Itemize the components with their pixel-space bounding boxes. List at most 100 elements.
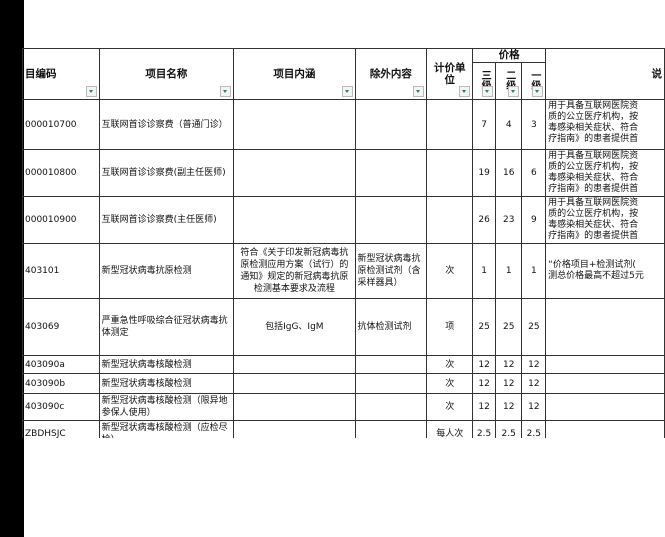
cell-content[interactable]: 符合《关于印发新冠病毒抗原检测应用方案（试行）的通知》规定的新冠病毒抗原检测基本… (233, 243, 356, 299)
table-row[interactable]: 403090c 新型冠状病毒核酸检测（限异地参保人使用）次 12 12 12 (22, 393, 665, 421)
header-explanation: 说 (545, 48, 665, 100)
cell-price-level-3[interactable]: 2.5 (472, 420, 496, 438)
cell-name[interactable]: 新型冠状病毒核酸检测（限异地参保人使用） (98, 393, 235, 421)
cell-price-level-3[interactable]: 12 (472, 373, 496, 394)
cell-unit[interactable] (426, 99, 474, 150)
cell-explanation[interactable]: 用于具备互联网医院资 质的公立医疗机构，按 毒感染相关症状、符合 疗指南》的患者提供首 (545, 99, 665, 150)
cell-explanation[interactable] (545, 355, 665, 374)
cell-price-level-1[interactable]: 6 (521, 149, 547, 197)
cell-code[interactable]: 000010700 (22, 99, 100, 150)
table-row[interactable]: 000010800 互联网首诊诊察费(副主任医师) 19 16 6 用于具备互联网医院资质… (22, 149, 665, 197)
table-row[interactable]: 403069 严重急性呼吸综合征冠状病毒抗体测定 包括IgG、IgM 抗体检测试剂项 2… (22, 298, 665, 356)
cell-content[interactable] (233, 99, 356, 150)
cell-price-level-1[interactable]: 1 (521, 243, 547, 299)
cell-price-level-1[interactable]: 12 (521, 393, 547, 421)
cell-content[interactable] (233, 373, 356, 394)
cell-unit[interactable]: 次 (426, 355, 474, 374)
cell-exclude[interactable] (354, 149, 428, 197)
filter-dropdown-icon[interactable] (481, 86, 493, 97)
cell-code[interactable]: 403090c (22, 393, 100, 421)
cell-explanation[interactable] (545, 373, 665, 394)
cell-price-level-2[interactable]: 12 (494, 373, 523, 394)
cell-exclude[interactable] (354, 196, 428, 244)
table-row[interactable]: 000010700 互联网首诊诊察费（普通门诊） 7 4 3 用于具备互联网医院资 质的公立… (22, 99, 665, 150)
cell-content[interactable] (233, 355, 356, 374)
cell-price-level-2[interactable]: 23 (494, 196, 523, 244)
table-row[interactable]: 403090a 新型冠状病毒核酸检测次 12 12 12 (22, 355, 665, 374)
cell-content[interactable] (233, 196, 356, 244)
cell-code[interactable]: 403090a (22, 355, 100, 374)
cell-name[interactable]: 新型冠状病毒抗原检测 (98, 243, 235, 299)
cell-price-level-1[interactable]: 12 (521, 355, 547, 374)
cell-code[interactable]: 000010800 (22, 149, 100, 197)
cell-name[interactable]: 严重急性呼吸综合征冠状病毒抗体测定 (98, 298, 235, 356)
cell-name[interactable]: 互联网首诊诊察费(副主任医师) (98, 149, 235, 197)
cell-unit[interactable]: 次 (426, 243, 474, 299)
cell-content[interactable] (233, 420, 356, 438)
cell-content[interactable]: 包括IgG、IgM (233, 298, 356, 356)
cell-price-level-1[interactable]: 12 (521, 373, 547, 394)
table-row[interactable]: 403090b 新型冠状病毒核酸检测次 12 12 12 (22, 373, 665, 394)
cell-exclude[interactable] (354, 393, 428, 421)
cell-price-level-3[interactable]: 12 (472, 355, 496, 374)
table-row[interactable]: 403101 新型冠状病毒抗原检测 符合《关于印发新冠病毒抗原检测应用方案（试行）的… (22, 243, 665, 299)
cell-exclude[interactable]: 抗体检测试剂 (354, 298, 428, 356)
cell-price-level-2[interactable]: 12 (494, 355, 523, 374)
cell-price-level-3[interactable]: 12 (472, 393, 496, 421)
cell-code[interactable]: 403090b (22, 373, 100, 394)
cell-code[interactable]: 403101 (22, 243, 100, 299)
cell-name[interactable]: 互联网首诊诊察费(主任医师) (98, 196, 235, 244)
cell-exclude[interactable] (354, 99, 428, 150)
cell-price-level-1[interactable]: 9 (521, 196, 547, 244)
cell-name[interactable]: 互联网首诊诊察费（普通门诊） (98, 99, 235, 150)
cell-price-level-2[interactable]: 4 (494, 99, 523, 150)
cell-explanation[interactable]: “价格项目+检测试剂(测总价格最高不超过5元 (545, 243, 665, 299)
cell-code[interactable]: ZBDHSJC (22, 420, 100, 438)
cell-name[interactable]: 新型冠状病毒核酸检测（应检尽检） (98, 420, 235, 438)
filter-dropdown-icon[interactable] (341, 86, 353, 97)
cell-exclude[interactable]: 新型冠状病毒抗原检测试剂（含采样器具） (354, 243, 428, 299)
price-table: 目编码 项目名称 项目内涵 除外内容 计价单位 价格 说 三级 二级 一级 00… (22, 48, 665, 438)
cell-price-level-3[interactable]: 19 (472, 149, 496, 197)
cell-name[interactable]: 新型冠状病毒核酸检测 (98, 373, 235, 394)
cell-content[interactable] (233, 149, 356, 197)
cell-price-level-2[interactable]: 1 (494, 243, 523, 299)
cell-content[interactable] (233, 393, 356, 421)
cell-price-level-1[interactable]: 25 (521, 298, 547, 356)
cell-explanation[interactable] (545, 420, 665, 438)
cell-explanation[interactable] (545, 298, 665, 356)
cell-unit[interactable] (426, 149, 474, 197)
filter-dropdown-icon[interactable] (459, 86, 471, 97)
filter-dropdown-icon[interactable] (85, 86, 97, 97)
cell-explanation[interactable]: 用于具备互联网医院资 质的公立医疗机构，按 毒感染相关症状、符合 疗指南》的患者提供首 (545, 196, 665, 244)
cell-price-level-2[interactable]: 25 (494, 298, 523, 356)
cell-explanation[interactable] (545, 393, 665, 421)
filter-dropdown-icon[interactable] (413, 86, 425, 97)
cell-price-level-3[interactable]: 25 (472, 298, 496, 356)
cell-exclude[interactable] (354, 373, 428, 394)
cell-price-level-1[interactable]: 2.5 (521, 420, 547, 438)
cell-unit[interactable]: 每人次 (426, 420, 474, 438)
cell-price-level-2[interactable]: 12 (494, 393, 523, 421)
cell-unit[interactable]: 项 (426, 298, 474, 356)
cell-price-level-1[interactable]: 3 (521, 99, 547, 150)
cell-unit[interactable]: 次 (426, 373, 474, 394)
cell-unit[interactable]: 次 (426, 393, 474, 421)
filter-dropdown-icon[interactable] (532, 86, 544, 97)
cell-exclude[interactable] (354, 420, 428, 438)
cell-code[interactable]: 403069 (22, 298, 100, 356)
cell-price-level-2[interactable]: 16 (494, 149, 523, 197)
filter-dropdown-icon[interactable] (508, 86, 520, 97)
table-row[interactable]: 000010900 互联网首诊诊察费(主任医师) 26 23 9 用于具备互联网医院资 质的… (22, 196, 665, 244)
cell-name[interactable]: 新型冠状病毒核酸检测 (98, 355, 235, 374)
cell-price-level-3[interactable]: 1 (472, 243, 496, 299)
cell-exclude[interactable] (354, 355, 428, 374)
cell-explanation[interactable]: 用于具备互联网医院资 质的公立医疗机构，按 毒感染相关症状、符合 疗指南》的患者提供首 (545, 149, 665, 197)
cell-price-level-2[interactable]: 2.5 (494, 420, 523, 438)
cell-unit[interactable] (426, 196, 474, 244)
cell-price-level-3[interactable]: 26 (472, 196, 496, 244)
cell-code[interactable]: 000010900 (22, 196, 100, 244)
filter-dropdown-icon[interactable] (220, 86, 232, 97)
cell-price-level-3[interactable]: 7 (472, 99, 496, 150)
